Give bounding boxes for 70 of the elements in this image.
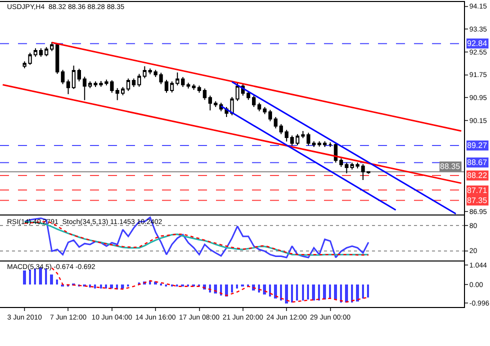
bar: [312, 284, 315, 300]
ref-line-label: 89.27: [467, 141, 488, 150]
candlestick: [279, 124, 283, 135]
bar: [110, 284, 113, 288]
ref-line-label: 88.22: [467, 171, 488, 180]
bar: [323, 284, 326, 300]
candlestick: [268, 109, 272, 122]
bar: [285, 284, 288, 304]
candlestick: [72, 65, 76, 90]
bar: [121, 284, 124, 288]
bar: [263, 284, 266, 294]
candlestick: [257, 102, 262, 112]
bar: [291, 284, 293, 302]
bar: [362, 284, 364, 298]
candlestick: [192, 84, 196, 90]
candlestick: [197, 85, 202, 94]
bar: [269, 284, 271, 296]
candlestick: [252, 95, 256, 108]
bar: [302, 284, 304, 300]
ref-line-label: 88.67: [467, 158, 488, 167]
candlestick: [322, 140, 327, 148]
ref-line-label: 92.84: [467, 39, 488, 48]
bar: [105, 284, 107, 288]
candlestick: [262, 106, 267, 115]
ref-line-label: 87.71: [467, 186, 488, 195]
bar: [296, 284, 298, 300]
candlestick: [344, 162, 348, 174]
bar: [367, 284, 369, 298]
bar: [89, 284, 91, 288]
bar: [356, 284, 359, 302]
bar: [345, 284, 348, 302]
candlestick: [60, 69, 65, 85]
bar: [29, 269, 31, 284]
bar: [307, 284, 309, 300]
bar: [236, 284, 238, 288]
bar: [34, 268, 36, 284]
candlestick: [137, 73, 142, 88]
bar: [94, 284, 96, 288]
candlestick: [50, 41, 54, 52]
candlestick: [126, 78, 130, 92]
candlestick: [186, 82, 190, 89]
candlestick: [116, 88, 120, 101]
bar: [340, 284, 342, 302]
bar: [231, 284, 233, 292]
bar: [329, 284, 331, 298]
ref-line-label: 87.35: [467, 196, 488, 205]
bar: [100, 284, 102, 288]
candlestick: [328, 142, 332, 148]
bar: [258, 284, 260, 292]
candlestick: [142, 66, 146, 79]
candlestick: [132, 78, 136, 88]
candlestick: [274, 116, 278, 129]
bar: [318, 284, 320, 300]
candlestick: [208, 95, 212, 111]
candlestick: [55, 42, 60, 74]
bar: [45, 268, 47, 284]
candlestick: [120, 86, 125, 96]
bar: [50, 274, 53, 284]
candlestick: [77, 68, 81, 82]
bar: [351, 284, 353, 302]
bar: [56, 279, 58, 284]
candlestick: [202, 88, 207, 100]
bar: [334, 284, 337, 300]
candlestick: [66, 79, 70, 95]
bar: [23, 270, 26, 284]
bar: [274, 284, 277, 298]
bar: [280, 284, 282, 300]
bar: [225, 284, 228, 296]
ref-line-label: 88.35: [440, 162, 461, 171]
candlestick: [339, 158, 344, 168]
